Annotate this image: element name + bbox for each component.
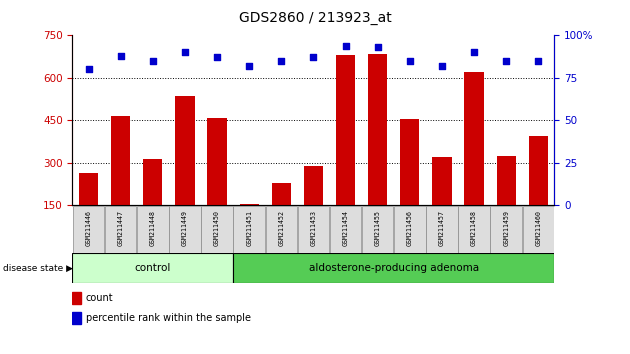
Bar — [272, 183, 291, 248]
Text: GSM211453: GSM211453 — [311, 210, 316, 246]
FancyBboxPatch shape — [394, 206, 425, 253]
Text: GSM211449: GSM211449 — [182, 210, 188, 246]
Text: percentile rank within the sample: percentile rank within the sample — [86, 313, 251, 323]
FancyBboxPatch shape — [169, 206, 200, 253]
Bar — [304, 166, 323, 248]
FancyBboxPatch shape — [137, 206, 168, 253]
Text: GDS2860 / 213923_at: GDS2860 / 213923_at — [239, 11, 391, 25]
Text: GSM211452: GSM211452 — [278, 210, 284, 246]
Point — [244, 63, 254, 69]
Bar — [239, 204, 259, 248]
Text: GSM211460: GSM211460 — [536, 210, 541, 246]
FancyBboxPatch shape — [491, 206, 522, 253]
Text: GSM211446: GSM211446 — [86, 210, 91, 246]
Bar — [368, 54, 387, 248]
Point — [212, 55, 222, 60]
Point — [437, 63, 447, 69]
Point — [116, 53, 126, 59]
Text: GSM211459: GSM211459 — [503, 210, 509, 246]
Bar — [72, 292, 81, 304]
Bar — [143, 159, 163, 248]
FancyBboxPatch shape — [330, 206, 361, 253]
Point — [533, 58, 543, 64]
Point — [372, 45, 382, 50]
Bar — [207, 118, 227, 248]
Text: GSM211451: GSM211451 — [246, 210, 252, 246]
Bar — [432, 157, 452, 248]
Point — [501, 58, 511, 64]
Text: GSM211447: GSM211447 — [118, 210, 123, 246]
Point — [404, 58, 415, 64]
FancyBboxPatch shape — [202, 206, 232, 253]
Point — [83, 67, 94, 72]
Bar — [464, 72, 484, 248]
Bar — [496, 156, 516, 248]
Point — [340, 43, 350, 48]
FancyBboxPatch shape — [459, 206, 490, 253]
Text: disease state ▶: disease state ▶ — [3, 264, 73, 273]
Text: control: control — [135, 263, 171, 273]
Point — [147, 58, 158, 64]
Text: count: count — [86, 293, 113, 303]
Text: GSM211450: GSM211450 — [214, 210, 220, 246]
Text: GSM211448: GSM211448 — [150, 210, 156, 246]
Point — [180, 50, 190, 55]
Text: GSM211457: GSM211457 — [439, 210, 445, 246]
FancyBboxPatch shape — [233, 253, 554, 283]
Point — [469, 50, 479, 55]
Text: GSM211456: GSM211456 — [407, 210, 413, 246]
FancyBboxPatch shape — [427, 206, 457, 253]
FancyBboxPatch shape — [523, 206, 554, 253]
Bar — [400, 119, 420, 248]
FancyBboxPatch shape — [266, 206, 297, 253]
FancyBboxPatch shape — [73, 206, 104, 253]
FancyBboxPatch shape — [298, 206, 329, 253]
Text: GSM211455: GSM211455 — [375, 210, 381, 246]
FancyBboxPatch shape — [362, 206, 393, 253]
Bar — [72, 312, 81, 324]
Text: aldosterone-producing adenoma: aldosterone-producing adenoma — [309, 263, 479, 273]
Text: GSM211458: GSM211458 — [471, 210, 477, 246]
Bar — [529, 136, 548, 248]
Bar — [79, 173, 98, 248]
FancyBboxPatch shape — [105, 206, 136, 253]
Point — [276, 58, 286, 64]
Bar — [175, 96, 195, 248]
Text: GSM211454: GSM211454 — [343, 210, 348, 246]
Bar — [336, 55, 355, 248]
FancyBboxPatch shape — [72, 253, 233, 283]
FancyBboxPatch shape — [234, 206, 265, 253]
Bar — [111, 116, 130, 248]
Point — [308, 55, 318, 60]
